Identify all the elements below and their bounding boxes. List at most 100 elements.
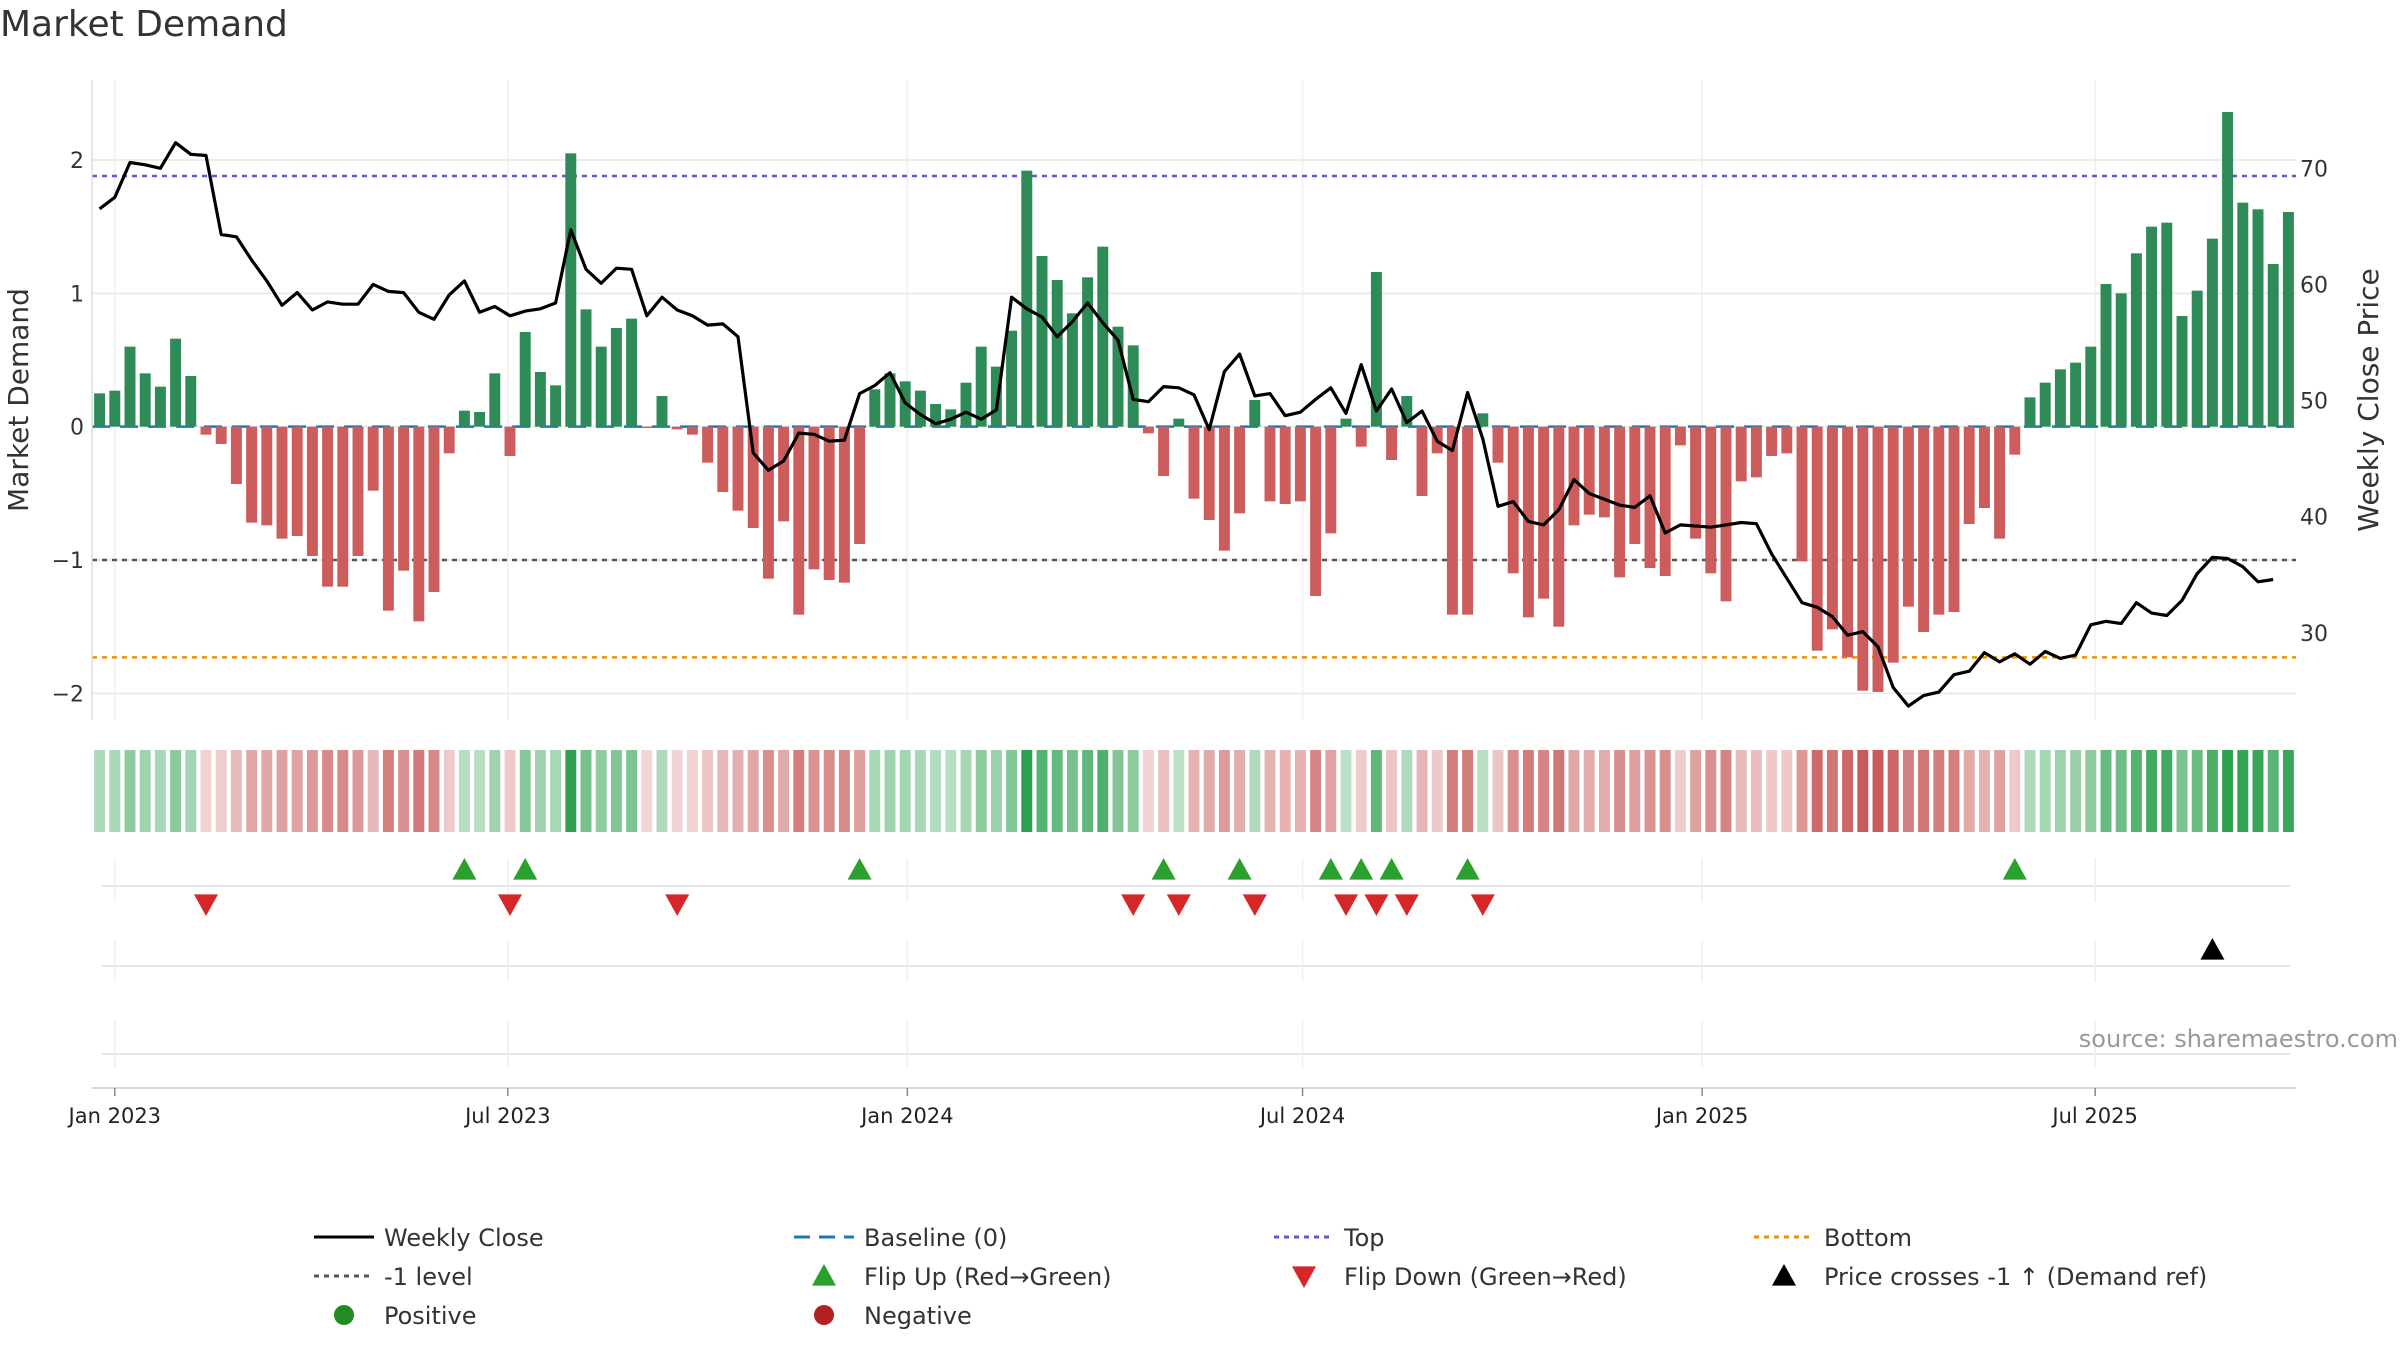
demand-bar bbox=[2054, 369, 2066, 427]
demand-bar bbox=[1674, 426, 1686, 446]
demand-bar bbox=[960, 382, 972, 427]
demand-bar bbox=[1355, 426, 1367, 447]
x-tick-label: Jan 2024 bbox=[859, 1104, 954, 1128]
demand-bar bbox=[1553, 426, 1565, 627]
demand-bar bbox=[2070, 362, 2082, 427]
heat-cell bbox=[1933, 750, 1945, 832]
demand-bar bbox=[914, 390, 926, 427]
y-tick-label: 0 bbox=[70, 416, 84, 441]
demand-bar bbox=[2252, 209, 2264, 427]
demand-bar bbox=[276, 426, 288, 539]
demand-bar bbox=[884, 373, 896, 427]
heat-cell bbox=[261, 750, 273, 832]
flip-up-marker bbox=[1455, 858, 1480, 880]
heat-cell bbox=[1705, 750, 1717, 832]
flip-down-marker bbox=[1242, 894, 1267, 916]
demand-bar bbox=[762, 426, 774, 579]
demand-bar bbox=[930, 404, 942, 427]
demand-bar bbox=[1948, 426, 1960, 612]
x-tick-label: Jul 2024 bbox=[1258, 1104, 1345, 1128]
heat-cell bbox=[960, 750, 972, 832]
demand-bar bbox=[671, 426, 683, 430]
demand-bar bbox=[2282, 212, 2294, 427]
heat-cell bbox=[474, 750, 486, 832]
demand-bar bbox=[1142, 426, 1154, 434]
legend-label: Flip Down (Green→Red) bbox=[1344, 1263, 1627, 1291]
heat-cell bbox=[2161, 750, 2173, 832]
demand-bar bbox=[1705, 426, 1717, 574]
heat-cell bbox=[2222, 750, 2234, 832]
heat-cell bbox=[291, 750, 303, 832]
y2-tick-label: 50 bbox=[2300, 390, 2328, 415]
heat-cell bbox=[458, 750, 470, 832]
heat-cell bbox=[1340, 750, 1352, 832]
demand-bar bbox=[641, 426, 653, 428]
x-tick-label: Jul 2025 bbox=[2050, 1104, 2137, 1128]
y2-tick-label: 40 bbox=[2300, 506, 2328, 531]
heat-cell bbox=[1507, 750, 1519, 832]
heat-cell bbox=[2085, 750, 2097, 832]
heat-cell bbox=[1279, 750, 1291, 832]
heat-cell bbox=[671, 750, 683, 832]
demand-bar bbox=[1857, 426, 1869, 691]
demand-bar bbox=[1750, 426, 1762, 478]
heat-cell bbox=[823, 750, 835, 832]
demand-bar bbox=[1583, 426, 1595, 515]
demand-bar bbox=[170, 338, 182, 427]
heat-cell bbox=[1522, 750, 1534, 832]
heat-cell bbox=[778, 750, 790, 832]
heat-cell bbox=[1978, 750, 1990, 832]
demand-bar bbox=[1158, 426, 1170, 476]
flip-down-marker bbox=[1394, 894, 1419, 916]
heat-cell bbox=[1644, 750, 1656, 832]
heat-cell bbox=[1294, 750, 1306, 832]
demand-bar bbox=[1629, 426, 1641, 544]
heat-cell bbox=[1963, 750, 1975, 832]
demand-bar bbox=[869, 389, 881, 427]
heat-cell bbox=[322, 750, 334, 832]
heat-cell bbox=[1994, 750, 2006, 832]
price-series bbox=[98, 141, 2274, 708]
heat-cell bbox=[1568, 750, 1580, 832]
legend-swatch bbox=[812, 1264, 836, 1286]
heat-cell bbox=[428, 750, 440, 832]
demand-bar bbox=[2009, 426, 2021, 455]
demand-bar bbox=[2222, 112, 2234, 427]
heat-cell bbox=[2070, 750, 2082, 832]
heat-cell bbox=[1659, 750, 1671, 832]
y2-tick-label: 60 bbox=[2300, 273, 2328, 298]
heat-cell bbox=[1370, 750, 1382, 832]
heat-cell bbox=[1720, 750, 1732, 832]
heat-cell bbox=[686, 750, 698, 832]
demand-bar bbox=[1097, 246, 1109, 427]
heat-cell bbox=[1173, 750, 1185, 832]
demand-bar bbox=[489, 373, 501, 427]
heat-cell bbox=[413, 750, 425, 832]
demand-bar bbox=[1978, 426, 1990, 508]
y-tick-label: 2 bbox=[70, 149, 84, 174]
heat-cell bbox=[1264, 750, 1276, 832]
heat-cell bbox=[641, 750, 653, 832]
x-tick-label: Jan 2025 bbox=[1654, 1104, 1749, 1128]
flip-up-marker bbox=[1227, 858, 1252, 880]
demand-bar bbox=[1188, 426, 1200, 499]
demand-bar bbox=[1796, 426, 1808, 562]
flip-down-marker bbox=[1364, 894, 1389, 916]
legend-label: Price crosses -1 ↑ (Demand ref) bbox=[1824, 1263, 2207, 1291]
legend-swatch bbox=[1292, 1266, 1316, 1288]
heat-cell bbox=[1948, 750, 1960, 832]
heat-cell bbox=[1583, 750, 1595, 832]
heat-cell bbox=[869, 750, 881, 832]
heat-cell bbox=[1492, 750, 1504, 832]
demand-bar bbox=[1720, 426, 1732, 602]
heat-cell bbox=[2267, 750, 2279, 832]
demand-bar bbox=[185, 376, 197, 427]
heat-cell bbox=[1097, 750, 1109, 832]
heat-cell bbox=[1902, 750, 1914, 832]
heat-cell bbox=[519, 750, 531, 832]
demand-bar bbox=[2039, 382, 2051, 427]
demand-bar bbox=[1416, 426, 1428, 496]
heat-cell bbox=[2191, 750, 2203, 832]
demand-bar bbox=[322, 426, 334, 587]
